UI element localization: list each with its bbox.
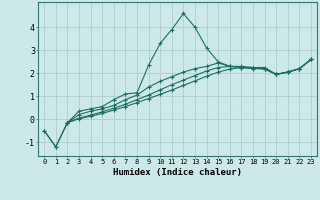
X-axis label: Humidex (Indice chaleur): Humidex (Indice chaleur) <box>113 168 242 177</box>
